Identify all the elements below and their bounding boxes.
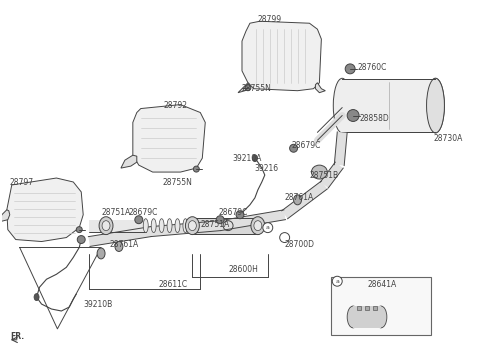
Ellipse shape [99,217,113,235]
Text: 39210B: 39210B [83,299,112,308]
Text: 28611C: 28611C [158,280,188,289]
Ellipse shape [333,78,351,133]
Ellipse shape [102,221,110,231]
Text: 28751A: 28751A [200,220,229,229]
Bar [357,306,361,310]
Polygon shape [7,178,83,241]
Ellipse shape [115,241,123,252]
Circle shape [345,64,355,74]
Circle shape [76,227,82,233]
Polygon shape [315,83,325,93]
Text: 39216: 39216 [255,164,279,173]
Polygon shape [121,155,137,168]
Polygon shape [242,21,322,91]
Text: 28679C: 28679C [129,208,158,217]
Text: 28799: 28799 [258,15,282,24]
Text: 28751A: 28751A [101,208,131,217]
Bar [365,306,369,310]
Ellipse shape [252,155,257,162]
Polygon shape [320,162,343,188]
Polygon shape [353,306,381,328]
Ellipse shape [312,165,327,179]
Polygon shape [89,220,146,232]
Text: 28755N: 28755N [242,84,272,93]
Text: 28751B: 28751B [310,171,338,180]
Ellipse shape [188,221,196,231]
Ellipse shape [375,306,387,328]
Text: a: a [336,279,339,284]
Polygon shape [192,218,258,233]
Text: 28700D: 28700D [285,240,315,249]
Ellipse shape [251,217,265,235]
Ellipse shape [175,219,180,233]
Polygon shape [334,132,347,165]
Text: 28858D: 28858D [359,114,389,123]
Ellipse shape [347,306,359,328]
Ellipse shape [97,248,105,259]
Circle shape [77,236,85,244]
Text: 28600H: 28600H [228,265,258,274]
Polygon shape [0,210,10,222]
Text: a: a [266,225,270,230]
Circle shape [347,110,359,122]
Text: 28641A: 28641A [367,280,396,289]
Text: 28679C: 28679C [218,208,248,217]
Circle shape [216,216,224,224]
Ellipse shape [254,221,262,231]
Circle shape [135,216,143,224]
Polygon shape [88,227,152,247]
Circle shape [332,276,342,286]
Ellipse shape [151,219,156,233]
Ellipse shape [427,78,444,133]
Ellipse shape [294,195,301,205]
Text: 28761A: 28761A [109,240,138,249]
Polygon shape [342,79,435,132]
Circle shape [289,144,298,152]
Polygon shape [133,105,205,172]
Text: 28792: 28792 [164,101,188,110]
Text: FR.: FR. [10,332,24,341]
Ellipse shape [185,217,199,235]
Polygon shape [150,221,221,236]
Ellipse shape [167,219,172,233]
Text: 39210A: 39210A [232,154,262,163]
Circle shape [193,166,199,172]
Circle shape [236,211,244,219]
Circle shape [245,85,251,91]
Text: 28679C: 28679C [292,141,321,150]
Polygon shape [219,210,286,231]
Ellipse shape [34,294,39,300]
Text: 28755N: 28755N [163,178,192,188]
Ellipse shape [427,78,444,133]
Text: 28797: 28797 [10,178,34,188]
Ellipse shape [143,219,148,233]
Ellipse shape [159,219,164,233]
Circle shape [263,223,273,233]
Text: 28761A: 28761A [285,193,314,202]
Ellipse shape [183,219,188,233]
Polygon shape [282,181,327,219]
Polygon shape [238,83,250,93]
Text: 28760C: 28760C [357,63,386,72]
Bar [373,306,377,310]
Text: 28730A: 28730A [433,134,463,143]
FancyBboxPatch shape [331,277,431,335]
